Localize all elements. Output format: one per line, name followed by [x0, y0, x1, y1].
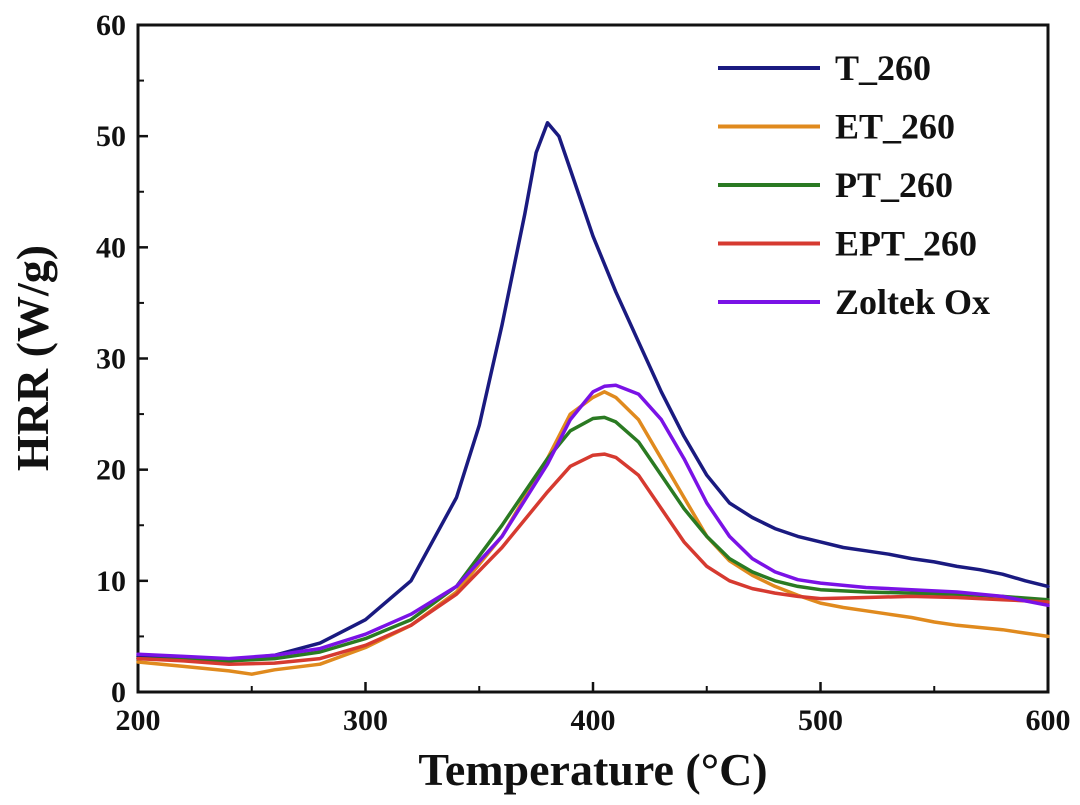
y-tick-label: 10	[96, 565, 126, 598]
y-tick-label: 20	[96, 454, 126, 487]
x-tick-label: 400	[571, 704, 616, 737]
y-axis-title: HRR (W/g)	[7, 245, 58, 471]
legend-label: PT_260	[835, 165, 953, 205]
x-tick-label: 500	[798, 704, 843, 737]
axis-ticks: 200 300 400 500 600 0 10 20 30 40 50 60	[96, 9, 1071, 737]
series-line-pt-260	[136, 415, 1050, 663]
series-line-ept-260	[136, 452, 1050, 666]
y-tick-label: 30	[96, 343, 126, 376]
series-line-et-260	[136, 390, 1050, 676]
legend-label: T_260	[835, 48, 931, 88]
legend-label: EPT_260	[835, 224, 977, 264]
legend-label: Zoltek Ox	[835, 282, 990, 322]
x-tick-label: 600	[1026, 704, 1071, 737]
y-tick-label: 60	[96, 9, 126, 42]
legend-label: ET_260	[835, 107, 955, 147]
y-tick-label: 0	[111, 676, 126, 709]
series-line-zoltek-ox	[136, 383, 1050, 661]
y-tick-label: 40	[96, 231, 126, 264]
series-line-t-260	[136, 121, 1050, 662]
y-tick-label: 50	[96, 120, 126, 153]
x-axis-title: Temperature (°C)	[418, 744, 767, 795]
legend: T_260 ET_260 PT_260 EPT_260 Zoltek Ox	[718, 48, 990, 322]
x-tick-label: 200	[116, 704, 161, 737]
x-tick-label: 300	[343, 704, 388, 737]
series-group	[136, 121, 1050, 676]
